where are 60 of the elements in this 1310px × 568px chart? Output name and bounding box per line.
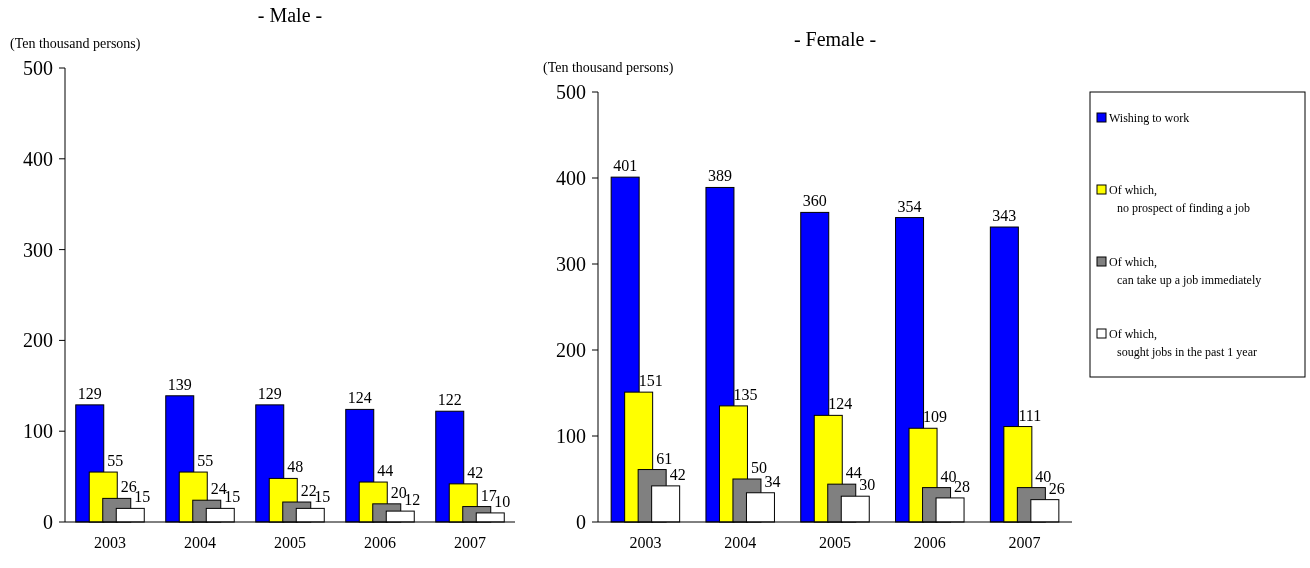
- data-label: 124: [828, 395, 853, 413]
- data-label: 401: [613, 157, 638, 175]
- x-tick-label: 2004: [184, 534, 216, 551]
- data-label: 44: [845, 464, 862, 482]
- x-tick-label: 2003: [94, 534, 126, 551]
- legend-label: Of which, can take up a job immediately: [1109, 255, 1262, 287]
- x-tick-label: 2007: [454, 534, 486, 551]
- data-label: 20: [390, 483, 407, 501]
- y-tick-label: 400: [556, 167, 586, 189]
- y-tick-label: 300: [556, 253, 586, 275]
- y-tick-label: 0: [43, 511, 53, 533]
- data-label: 44: [377, 462, 394, 480]
- y-tick-label: 100: [23, 420, 53, 443]
- data-label: 55: [107, 452, 124, 470]
- x-tick-label: 2005: [274, 534, 306, 551]
- y-axis-title: (Ten thousand persons): [10, 36, 141, 52]
- y-tick-label: 200: [556, 339, 586, 361]
- data-label: 354: [897, 197, 922, 215]
- legend-label: Of which, no prospect of finding a job: [1109, 183, 1250, 215]
- y-tick-label: 500: [556, 81, 586, 103]
- y-tick-label: 200: [23, 329, 53, 352]
- data-label: 50: [750, 459, 767, 476]
- data-label: 30: [859, 476, 876, 494]
- data-label: 139: [167, 375, 192, 393]
- x-tick-label: 2006: [364, 534, 396, 551]
- x-tick-label: 2005: [819, 534, 851, 551]
- data-label: 34: [764, 472, 781, 490]
- data-label: 343: [992, 207, 1017, 225]
- data-label: 122: [437, 391, 462, 409]
- data-label: 17: [480, 486, 497, 504]
- y-axis-title: (Ten thousand persons): [543, 60, 674, 76]
- y-tick-label: 500: [23, 57, 53, 79]
- x-tick-label: 2003: [629, 534, 662, 551]
- data-label: 26: [120, 478, 137, 496]
- legend-label: Wishing to work: [1109, 111, 1190, 125]
- legend-label: Of which, sought jobs in the past 1 year: [1109, 327, 1257, 359]
- data-label: 129: [77, 384, 102, 402]
- data-label: 129: [257, 384, 282, 402]
- data-label: 109: [923, 408, 948, 426]
- chart-title: - Male -: [257, 4, 323, 26]
- data-label: 42: [669, 465, 686, 483]
- y-tick-label: 100: [556, 425, 586, 447]
- data-label: 135: [733, 385, 758, 403]
- data-label: 360: [802, 192, 827, 210]
- x-tick-label: 2004: [724, 534, 757, 551]
- y-tick-label: 0: [576, 511, 586, 533]
- data-label: 111: [1018, 406, 1042, 424]
- x-tick-label: 2007: [1008, 534, 1041, 551]
- data-label: 55: [197, 452, 214, 470]
- x-tick-label: 2006: [913, 534, 946, 551]
- y-tick-label: 300: [23, 238, 53, 261]
- data-label: 124: [347, 389, 372, 407]
- data-label: 151: [638, 372, 663, 390]
- data-label: 22: [300, 482, 317, 500]
- data-label: 389: [707, 167, 732, 185]
- data-label: 42: [467, 463, 484, 481]
- data-label: 61: [656, 449, 673, 467]
- chart-title: - Female -: [793, 28, 877, 50]
- data-label: 48: [287, 458, 304, 476]
- y-tick-label: 400: [23, 147, 53, 170]
